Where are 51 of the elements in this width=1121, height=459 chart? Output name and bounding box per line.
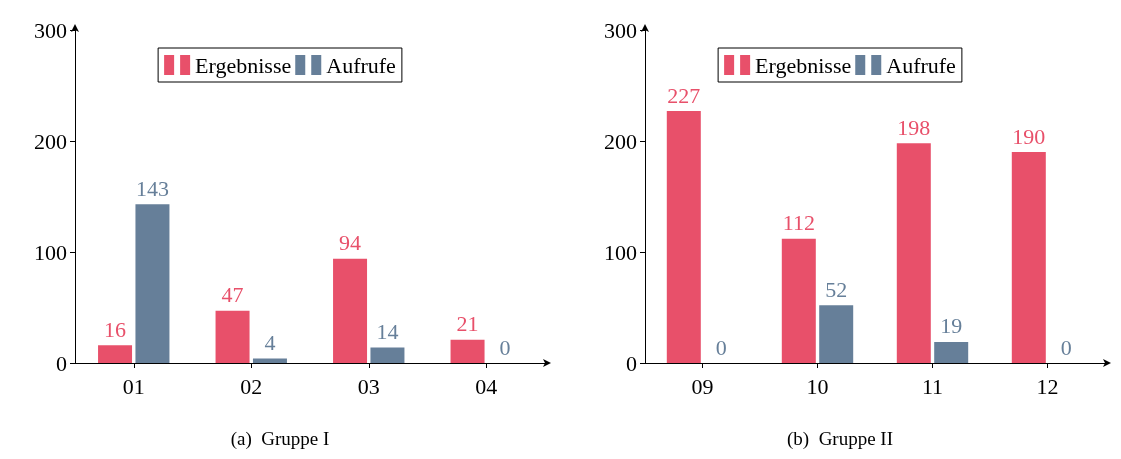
- bar: [896, 143, 931, 363]
- data-label: 143: [135, 175, 169, 201]
- data-label: 4: [264, 330, 276, 356]
- x-tick-label: 11: [921, 373, 944, 399]
- data-label: 0: [715, 334, 727, 360]
- legend-label: Aufrufe: [886, 52, 956, 78]
- y-tick-label: 100: [604, 239, 637, 265]
- x-tick-label: 12: [1036, 373, 1059, 399]
- data-label: 21: [456, 311, 479, 337]
- legend-label: Aufrufe: [326, 52, 396, 78]
- bar: [135, 204, 170, 363]
- text: (a) Gruppe I: [230, 428, 330, 450]
- text: (b) Gruppe II: [786, 428, 894, 450]
- y-tick-label: 0: [626, 350, 637, 376]
- bar: [781, 238, 816, 363]
- y-tick-label: 100: [34, 239, 67, 265]
- x-tick-label: 02: [240, 373, 263, 399]
- y-tick-label: 300: [604, 17, 637, 43]
- bar: [333, 258, 368, 363]
- y-tick-label: 0: [56, 350, 67, 376]
- bar: [252, 358, 287, 363]
- data-label: 0: [1060, 334, 1072, 360]
- x-tick-label: 03: [357, 373, 380, 399]
- data-label: 190: [1012, 123, 1046, 149]
- data-label: 198: [897, 114, 931, 140]
- x-tick-label: 10: [806, 373, 829, 399]
- data-label: 0: [499, 334, 511, 360]
- data-label: 16: [104, 316, 127, 342]
- bar: [819, 305, 854, 363]
- y-tick-label: 200: [604, 128, 637, 154]
- data-label: 94: [339, 230, 362, 256]
- y-tick-label: 200: [34, 128, 67, 154]
- bar: [370, 347, 405, 363]
- data-label: 112: [782, 210, 815, 236]
- data-label: 52: [825, 276, 848, 302]
- bar: [98, 345, 133, 363]
- x-tick-label: 04: [475, 373, 498, 399]
- data-label: 47: [221, 282, 244, 308]
- legend-label: Ergebnisse: [195, 52, 292, 78]
- legend-label: Ergebnisse: [755, 52, 852, 78]
- y-tick-label: 300: [34, 17, 67, 43]
- data-label: 227: [667, 82, 701, 108]
- bar: [1011, 152, 1046, 363]
- bar: [666, 111, 701, 363]
- data-label: 19: [940, 313, 963, 339]
- bar: [215, 310, 250, 363]
- x-tick-label: 09: [691, 373, 714, 399]
- bar: [450, 339, 485, 363]
- x-tick-label: 01: [122, 373, 145, 399]
- bar: [934, 341, 969, 363]
- data-label: 14: [376, 318, 399, 344]
